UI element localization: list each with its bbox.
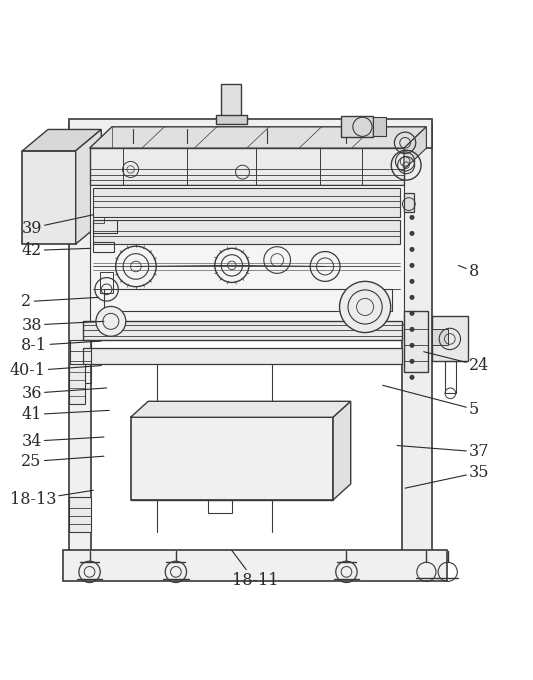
- Bar: [131, 418, 333, 500]
- Bar: [90, 186, 404, 324]
- Bar: [69, 124, 91, 566]
- Bar: [404, 193, 414, 212]
- Text: 2: 2: [21, 293, 99, 310]
- Bar: [404, 311, 428, 372]
- Text: 25: 25: [21, 453, 104, 470]
- Bar: [83, 322, 402, 340]
- Text: 34: 34: [21, 432, 104, 449]
- Bar: [93, 243, 114, 252]
- Bar: [93, 188, 400, 218]
- Text: 40-1: 40-1: [10, 362, 101, 379]
- Circle shape: [410, 359, 414, 363]
- Polygon shape: [76, 129, 101, 244]
- Text: 5: 5: [383, 386, 479, 418]
- Text: 36: 36: [21, 385, 107, 402]
- Bar: [63, 550, 447, 581]
- Polygon shape: [90, 126, 426, 148]
- Circle shape: [96, 307, 126, 337]
- Bar: [69, 364, 85, 404]
- Bar: [69, 119, 432, 148]
- Circle shape: [410, 248, 414, 252]
- Circle shape: [410, 343, 414, 347]
- Text: 24: 24: [424, 352, 489, 374]
- Bar: [93, 220, 117, 233]
- Bar: [432, 329, 448, 345]
- Text: 18-13: 18-13: [10, 490, 93, 509]
- Circle shape: [410, 327, 414, 331]
- Circle shape: [410, 263, 414, 267]
- Bar: [373, 117, 386, 137]
- Bar: [90, 148, 404, 186]
- Text: 41: 41: [21, 406, 109, 423]
- Polygon shape: [22, 129, 101, 151]
- Circle shape: [410, 279, 414, 284]
- Circle shape: [410, 311, 414, 316]
- Bar: [208, 500, 232, 513]
- Bar: [22, 151, 76, 244]
- Text: 35: 35: [405, 464, 489, 488]
- Bar: [83, 348, 402, 364]
- Text: 8: 8: [458, 263, 479, 280]
- Bar: [445, 361, 456, 393]
- Text: 8-1: 8-1: [21, 337, 101, 354]
- Circle shape: [410, 375, 414, 379]
- Bar: [100, 272, 113, 293]
- Text: 39: 39: [21, 215, 93, 237]
- Polygon shape: [333, 401, 351, 500]
- Bar: [402, 124, 432, 566]
- Circle shape: [410, 295, 414, 299]
- Text: 38: 38: [21, 317, 104, 334]
- Bar: [69, 497, 91, 532]
- Bar: [104, 290, 392, 311]
- Text: 18-11: 18-11: [231, 551, 278, 590]
- Bar: [216, 114, 247, 124]
- Bar: [341, 116, 373, 137]
- Circle shape: [340, 282, 391, 333]
- Polygon shape: [131, 401, 351, 418]
- Circle shape: [410, 216, 414, 220]
- Bar: [221, 84, 241, 116]
- Circle shape: [410, 231, 414, 235]
- Polygon shape: [404, 126, 426, 169]
- Text: 37: 37: [397, 443, 489, 460]
- Bar: [70, 340, 91, 383]
- Bar: [93, 220, 400, 244]
- Bar: [432, 316, 468, 361]
- Text: 42: 42: [21, 242, 91, 259]
- Bar: [93, 218, 104, 223]
